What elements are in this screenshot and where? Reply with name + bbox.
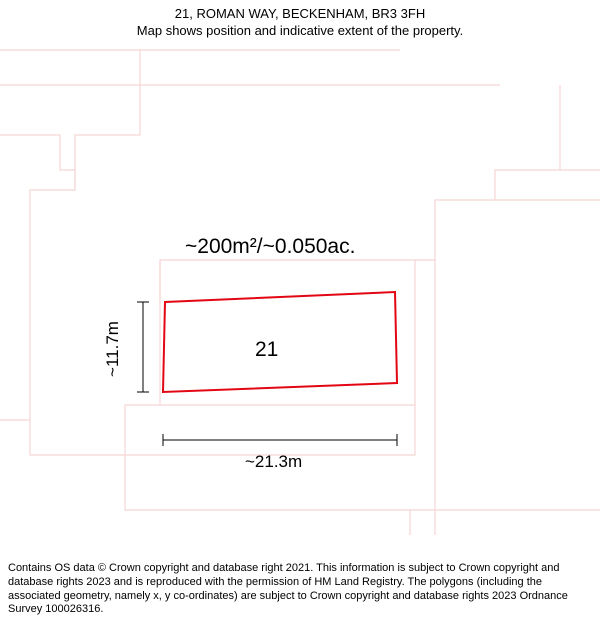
dimension-lines <box>137 302 397 446</box>
height-dimension-label: ~11.7m <box>103 321 123 377</box>
copyright-footer: Contains OS data © Crown copyright and d… <box>8 562 592 617</box>
highlighted-plot-boundary <box>163 292 397 392</box>
map-canvas: ~200m²/~0.050ac. 21 ~11.7m ~21.3m <box>0 40 600 535</box>
property-address: 21, ROMAN WAY, BECKENHAM, BR3 3FH <box>0 6 600 23</box>
plot-number-label: 21 <box>255 338 278 362</box>
map-header: 21, ROMAN WAY, BECKENHAM, BR3 3FH Map sh… <box>0 0 600 40</box>
width-dimension-label: ~21.3m <box>245 452 302 472</box>
map-subtitle: Map shows position and indicative extent… <box>0 23 600 40</box>
plot-area-label: ~200m²/~0.050ac. <box>185 235 355 259</box>
